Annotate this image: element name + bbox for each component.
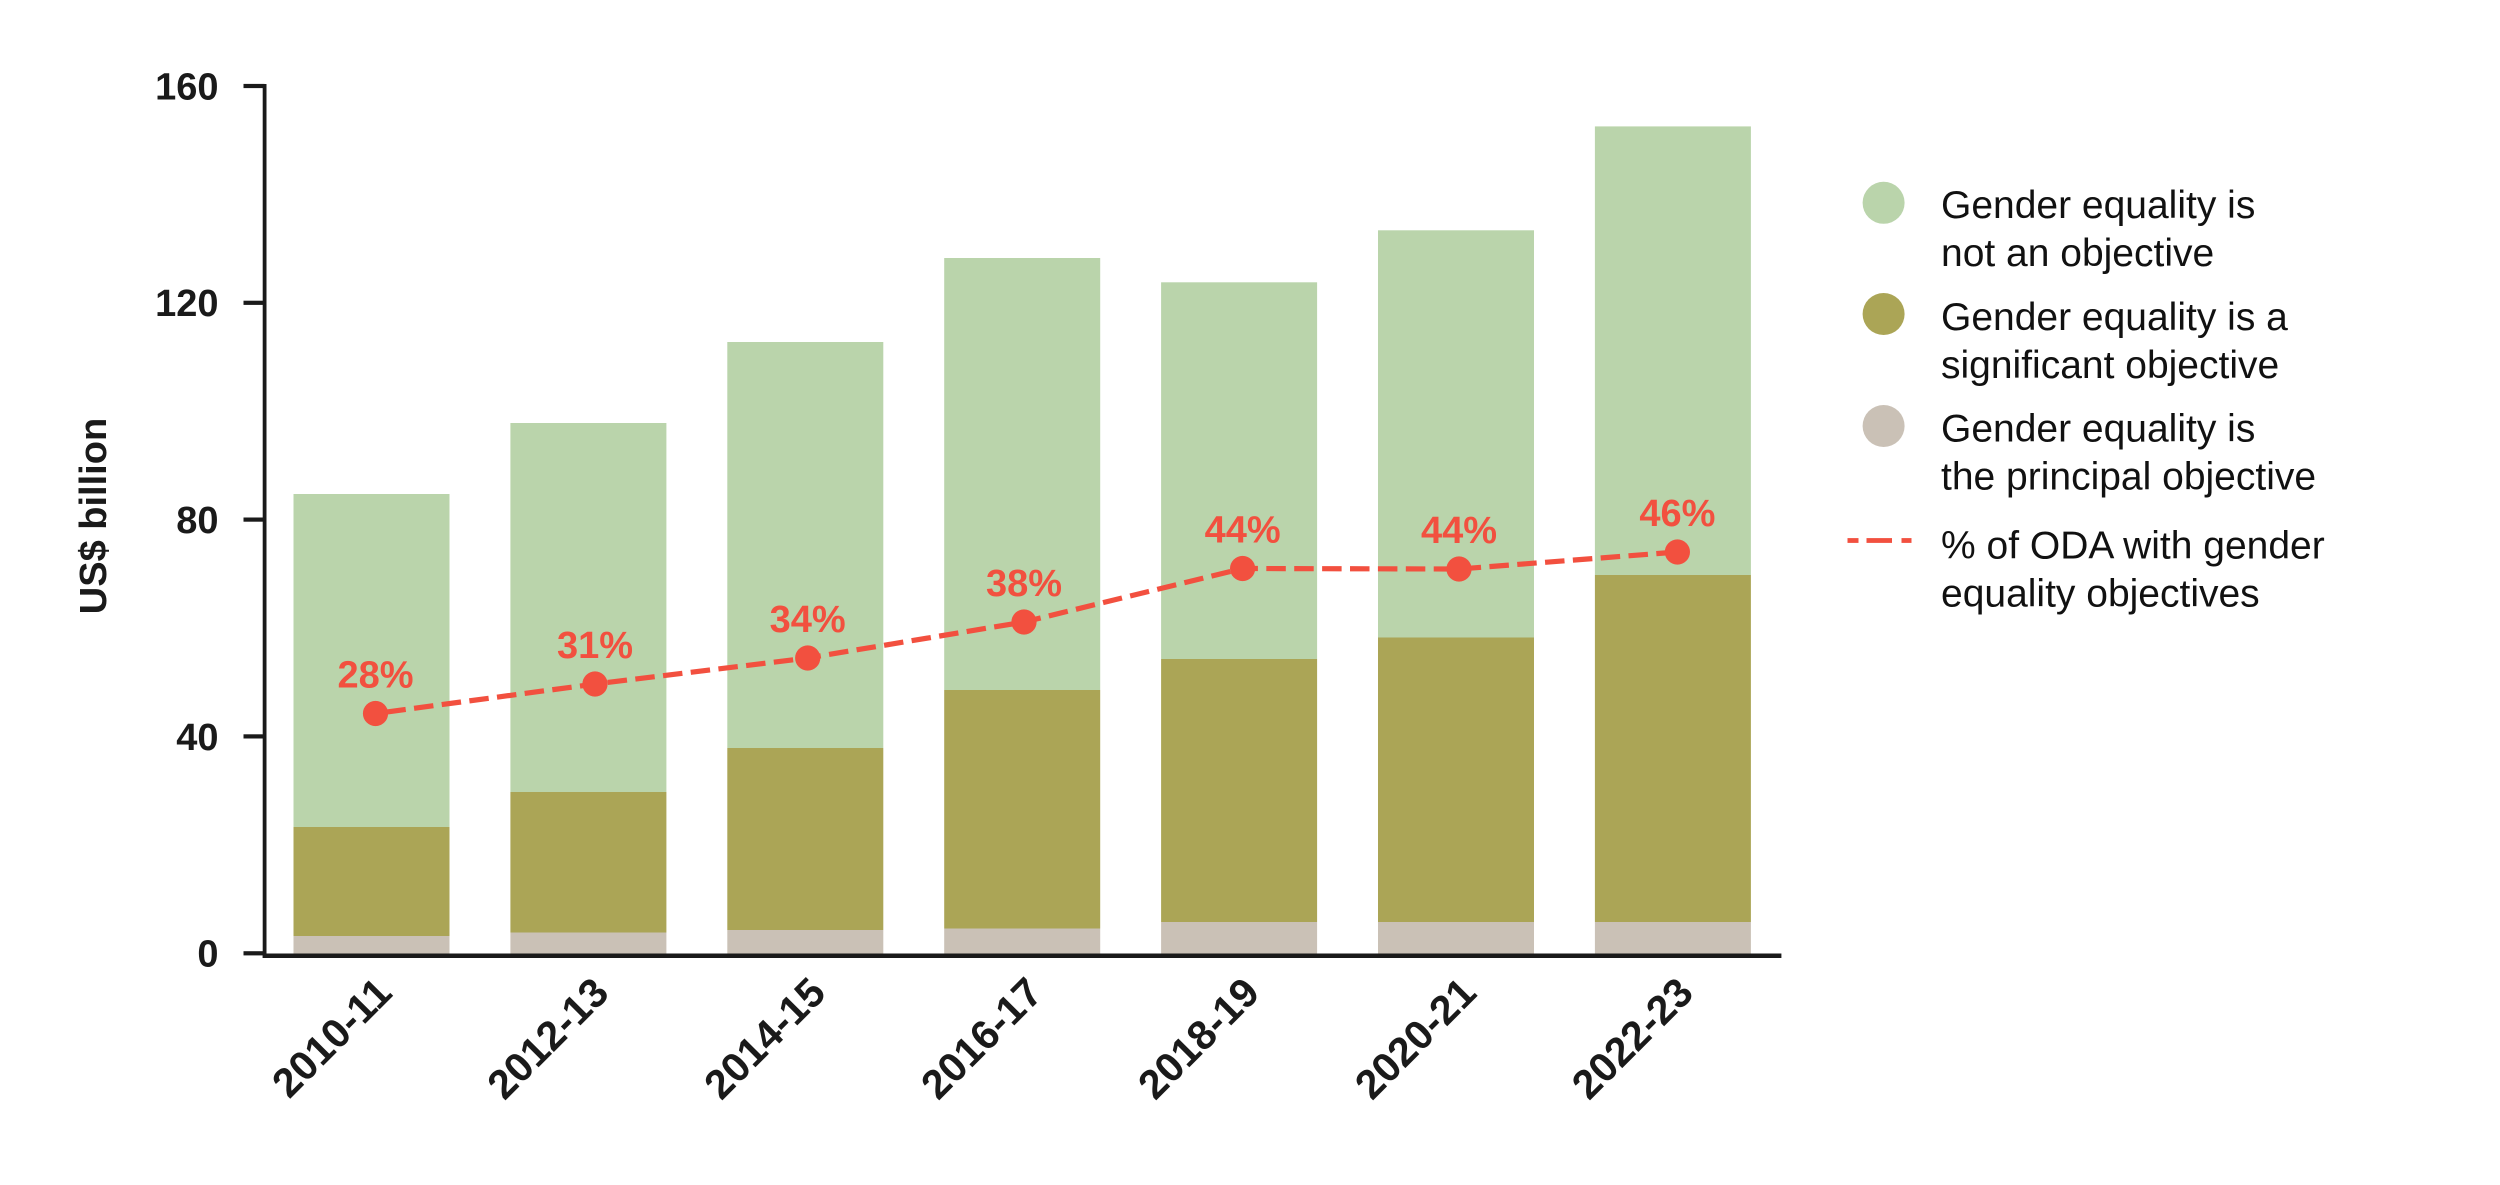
svg-text:Gender equality is: Gender equality is (1941, 184, 2255, 227)
svg-text:46%: 46% (1639, 493, 1715, 535)
svg-text:40: 40 (176, 717, 218, 759)
svg-text:2022-23: 2022-23 (1563, 969, 1702, 1108)
svg-text:2016-17: 2016-17 (912, 969, 1051, 1108)
svg-text:% of ODA with gender: % of ODA with gender (1941, 524, 2325, 567)
svg-text:2012-13: 2012-13 (478, 969, 617, 1108)
svg-text:44%: 44% (1421, 510, 1497, 552)
svg-text:31%: 31% (557, 625, 633, 667)
svg-text:2010-11: 2010-11 (263, 969, 400, 1106)
svg-text:equality objectives: equality objectives (1941, 573, 2260, 616)
svg-text:44%: 44% (1205, 510, 1281, 552)
svg-text:Gender equality is: Gender equality is (1941, 408, 2255, 451)
svg-text:2014-15: 2014-15 (695, 969, 834, 1108)
svg-text:not an objective: not an objective (1941, 232, 2214, 275)
svg-text:38%: 38% (986, 563, 1062, 605)
svg-text:0: 0 (197, 934, 218, 976)
svg-text:80: 80 (176, 500, 218, 542)
svg-text:US$ billion: US$ billion (73, 418, 115, 614)
svg-text:34%: 34% (770, 599, 846, 641)
svg-text:the principal objective: the principal objective (1941, 456, 2316, 499)
svg-text:Gender equality is a: Gender equality is a (1941, 296, 2288, 339)
svg-text:160: 160 (155, 66, 218, 108)
svg-text:significant objective: significant objective (1941, 344, 2279, 387)
svg-text:120: 120 (155, 283, 218, 325)
svg-text:28%: 28% (337, 655, 413, 697)
svg-text:2018-19: 2018-19 (1129, 969, 1268, 1108)
svg-text:2020-21: 2020-21 (1346, 969, 1485, 1108)
